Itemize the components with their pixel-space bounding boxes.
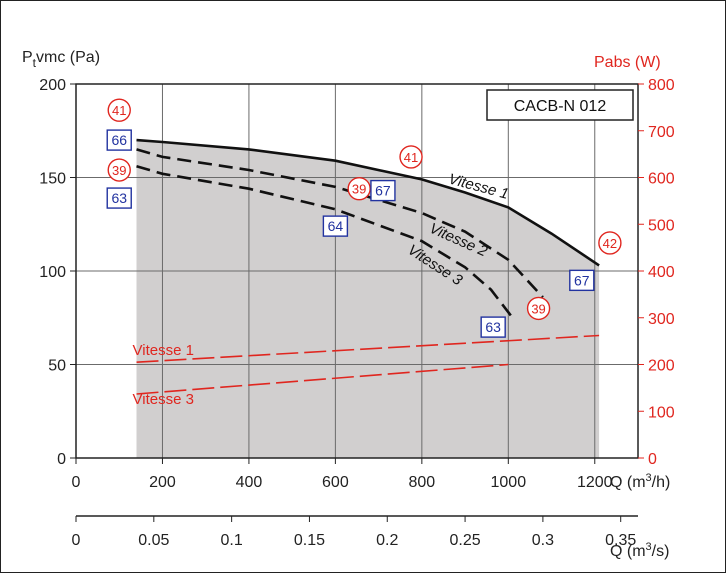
tick-labels: 0 50 100 150 200 0 100 200 300 400 500 600 700 800 0 20… — [39, 77, 675, 549]
x-bottom-tick-label: 0.15 — [294, 532, 325, 549]
power-marker-circle — [399, 145, 423, 169]
x-top-tick-label: 0 — [72, 474, 81, 491]
power-marker-label: 41 — [404, 150, 418, 165]
acoustic-marker-box — [480, 316, 506, 338]
x-top-tick-label: 200 — [149, 474, 176, 491]
power-line-label: Vitesse 3 — [133, 391, 194, 408]
acoustic-marker-box — [569, 269, 595, 292]
operating-area — [136, 140, 600, 458]
y-right-tick-label: 700 — [648, 124, 675, 141]
power-marker-circle — [107, 158, 131, 182]
acoustic-marker-label: 67 — [574, 272, 590, 288]
acoustic-marker-box — [322, 215, 349, 237]
y-left-tick-label: 0 — [57, 451, 66, 468]
power-line-vitesse-1 — [136, 334, 600, 363]
y-right-tick-label: 800 — [648, 77, 675, 94]
power-marker-circle — [347, 177, 371, 201]
x-top-tick-label: 400 — [236, 474, 263, 491]
x-top-tick-label: 600 — [322, 474, 349, 491]
x-bottom-tick-label: 0.2 — [376, 532, 398, 549]
x-bottom-axis-title: Q (m3/s) — [610, 541, 669, 560]
y-left-axis-title: Ptvmc (Pa) — [22, 49, 100, 70]
x-bottom-tick-label: 0.3 — [532, 532, 554, 549]
power-marker-label: 39 — [112, 163, 126, 178]
power-marker-label: 39 — [531, 301, 545, 316]
y-right-tick-label: 200 — [648, 358, 675, 375]
power-marker-label: 39 — [352, 182, 366, 197]
x-bottom-tick-label: 0.25 — [450, 532, 481, 549]
y-right-axis-title: Pabs (W) — [594, 54, 661, 71]
power-marker-circle — [598, 231, 622, 255]
y-right-tick-label: 400 — [648, 264, 675, 281]
y-left-tick-label: 200 — [39, 77, 66, 94]
power-line-vitesse-3 — [136, 363, 509, 395]
acoustic-marker-box — [106, 129, 132, 151]
y-left-tick-label: 150 — [39, 171, 66, 188]
x-bottom-tick-label: 0.35 — [605, 532, 636, 549]
pressure-curve-vitesse-2 — [136, 148, 544, 299]
model-label: CACB-N 012 — [514, 98, 607, 115]
acoustic-marker-box — [370, 179, 396, 202]
curves — [136, 138, 600, 395]
power-marker-circle — [107, 98, 131, 122]
y-left-tick-label: 50 — [48, 358, 66, 375]
model-box — [486, 89, 634, 121]
acoustic-marker-label: 66 — [111, 132, 127, 148]
x-bottom-tick-label: 0 — [72, 532, 81, 549]
acoustic-marker-label: 63 — [111, 190, 127, 206]
y-right-tick-label: 100 — [648, 404, 675, 421]
x-top-axis-title: Q (m3/h) — [610, 472, 670, 491]
power-marker-circle — [526, 296, 551, 321]
acoustic-marker-label: 63 — [485, 319, 501, 335]
x-bottom-tick-label: 0.05 — [138, 532, 169, 549]
x-top-tick-label: 1000 — [491, 474, 527, 491]
axes — [70, 83, 644, 522]
y-right-tick-label: 300 — [648, 311, 675, 328]
power-marker-label: 42 — [603, 236, 617, 251]
y-right-tick-label: 500 — [648, 217, 675, 234]
acoustic-marker-label: 67 — [375, 183, 391, 199]
y-left-tick-label: 100 — [39, 264, 66, 281]
power-line-label: Vitesse 1 — [133, 342, 194, 359]
pressure-curve-vitesse-1 — [136, 138, 600, 267]
x-bottom-tick-label: 0.1 — [221, 532, 243, 549]
gridlines-over-area — [76, 84, 638, 458]
acoustic-marker-label: 64 — [328, 218, 344, 234]
acoustic-marker-box — [106, 187, 132, 209]
y-right-tick-label: 0 — [648, 451, 657, 468]
x-top-tick-label: 1200 — [577, 474, 613, 491]
y-right-tick-label: 600 — [648, 171, 675, 188]
x-top-tick-label: 800 — [408, 474, 435, 491]
power-marker-label: 41 — [112, 103, 126, 118]
